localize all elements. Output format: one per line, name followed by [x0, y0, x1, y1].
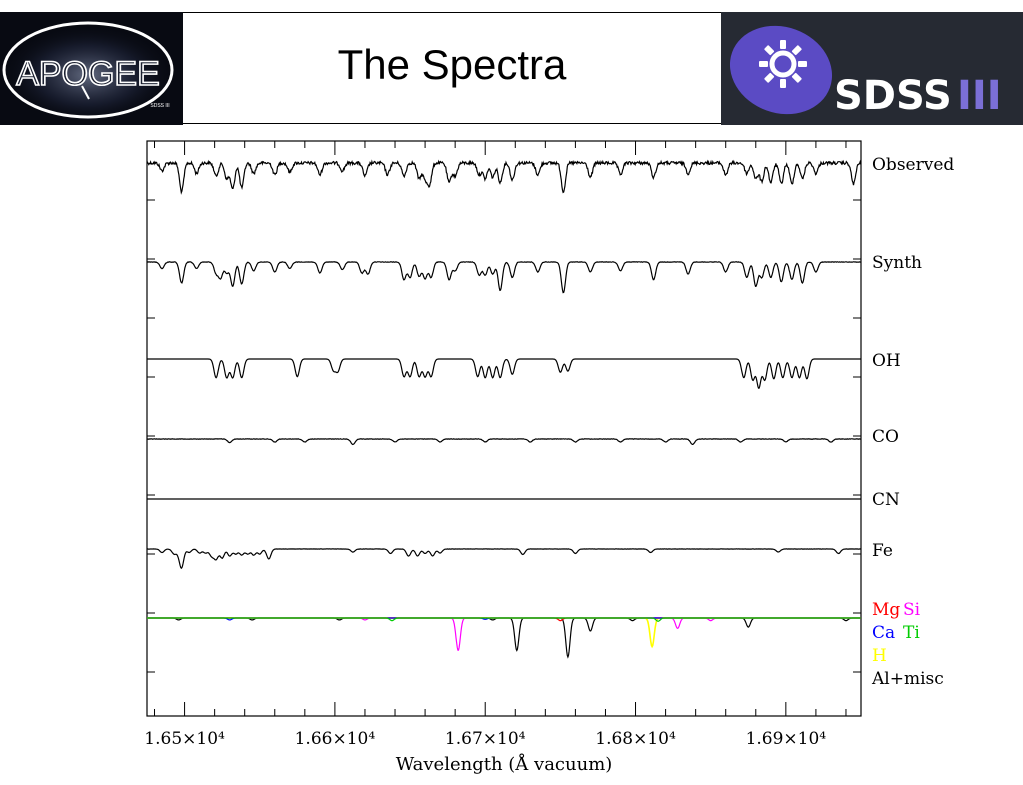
- label-fe: Fe: [872, 541, 893, 561]
- label-si: Si: [903, 600, 921, 620]
- apogee-logo: APOGEE SDSS III: [0, 12, 183, 125]
- series-labels: Observed Synth OH CO CN Fe Mg Si Ca Ti H…: [871, 155, 954, 689]
- x-tick-label: 1.65×10⁴: [144, 729, 225, 749]
- spectrum-al-misc: [147, 617, 861, 659]
- spectra-lines: [146, 159, 862, 659]
- x-tick-labels: 1.65×10⁴ 1.66×10⁴ 1.67×10⁴ 1.68×10⁴ 1.69×10⁴: [144, 729, 826, 749]
- spectrum-synth: [146, 261, 861, 294]
- label-al-misc: Al+misc: [871, 669, 944, 689]
- label-h: H: [872, 646, 887, 666]
- apogee-logo-subtext: SDSS III: [150, 103, 169, 109]
- spectrum-ti: [147, 617, 861, 622]
- label-oh: OH: [872, 351, 901, 371]
- sdss-logo-text: SDSS: [834, 73, 952, 119]
- x-tick-label: 1.67×10⁴: [445, 729, 526, 749]
- spectrum-h: [147, 617, 861, 649]
- spectra-chart: Observed Synth OH CO CN Fe Mg Si Ca Ti H…: [0, 125, 1023, 780]
- apogee-logo-text: APOGEE: [16, 55, 160, 93]
- spectrum-co: [146, 438, 861, 446]
- label-synth: Synth: [872, 253, 922, 273]
- sun-icon: [759, 40, 807, 88]
- spectrum-observed: [146, 159, 862, 195]
- axis-ticks: [147, 141, 861, 716]
- sdss-logo: SDSS III: [721, 12, 1023, 125]
- label-ca: Ca: [872, 623, 895, 643]
- slide-header: APOGEE SDSS III The Spectra: [0, 0, 1023, 125]
- plot-frame: [146, 140, 862, 717]
- title-box: The Spectra: [183, 12, 721, 124]
- label-ti: Ti: [903, 623, 920, 643]
- x-tick-label: 1.69×10⁴: [746, 729, 827, 749]
- label-co: CO: [872, 427, 899, 447]
- spectrum-oh: [147, 358, 861, 389]
- sdss-logo-suffix: III: [957, 73, 1002, 119]
- label-observed: Observed: [872, 155, 954, 175]
- x-tick-label: 1.66×10⁴: [295, 729, 376, 749]
- page-title: The Spectra: [337, 41, 567, 88]
- label-cn: CN: [872, 490, 900, 510]
- label-mg: Mg: [872, 600, 900, 620]
- x-tick-label: 1.68×10⁴: [595, 729, 676, 749]
- x-axis-label: Wavelength (Å vacuum): [396, 753, 613, 775]
- spectrum-si: [147, 617, 861, 651]
- spectrum-fe: [146, 548, 861, 570]
